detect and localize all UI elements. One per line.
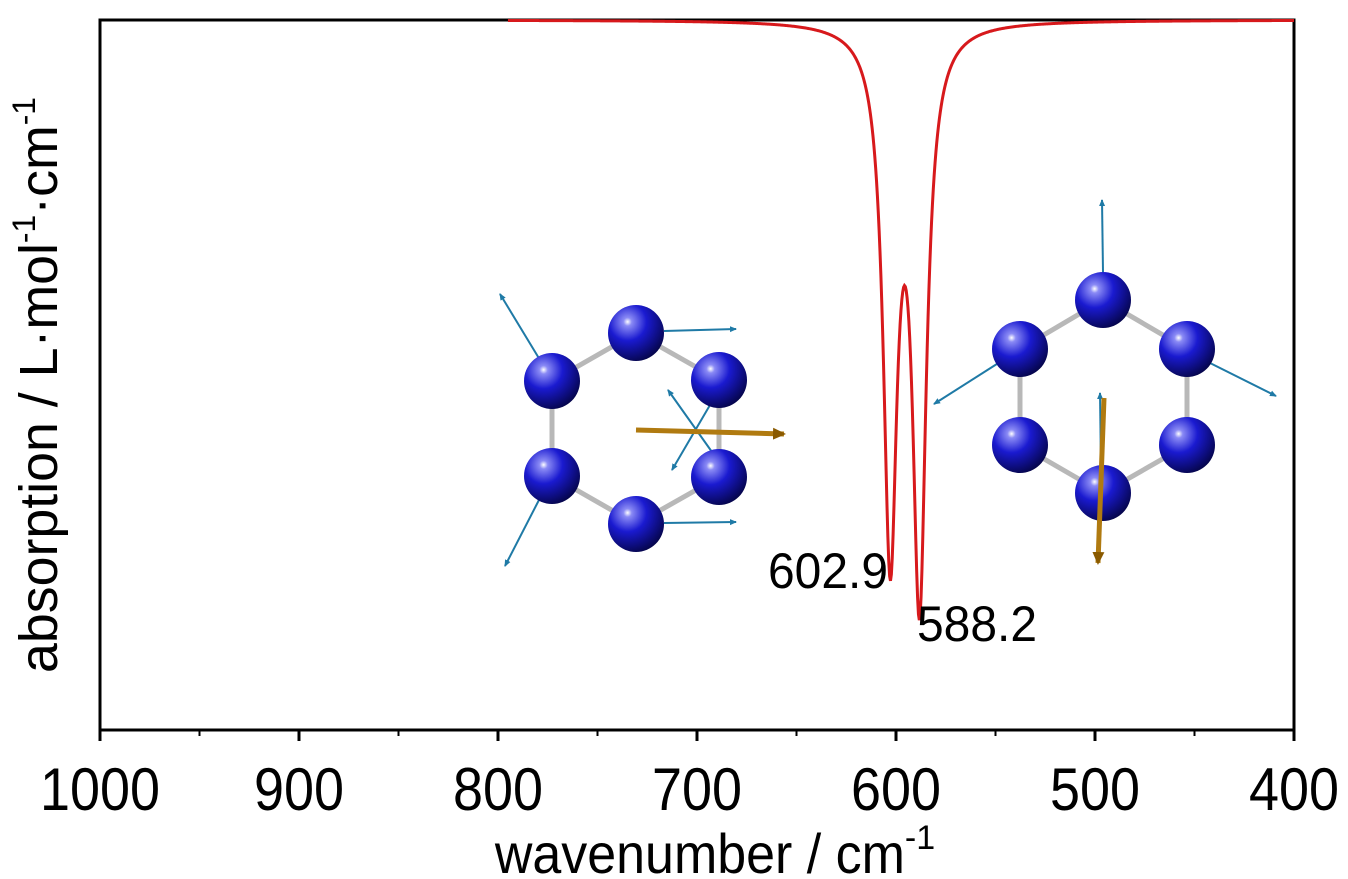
x-tick-label: 700	[652, 756, 742, 823]
spectrum-line	[507, 18, 1294, 621]
x-axis-tick-labels: 1000 900 800 700 600 500 400	[40, 756, 1339, 823]
atoms	[524, 305, 747, 552]
x-tick-label: 1000	[40, 756, 160, 823]
x-axis-ticks	[98, 730, 1296, 741]
y-axis-label: absorption / L·mol-1·cm-1	[6, 97, 69, 673]
x-tick-label: 800	[453, 756, 543, 823]
inset-vibrational-mode-588	[933, 199, 1277, 565]
dipole-arrow	[635, 427, 786, 440]
peak-label-602: 602.9	[768, 543, 888, 599]
x-tick-label: 400	[1249, 756, 1339, 823]
peak-label-588: 588.2	[917, 596, 1037, 652]
dipole-arrow	[1092, 397, 1107, 565]
x-axis-label: wavenumber / cm-1	[494, 819, 935, 879]
atoms	[992, 272, 1215, 521]
ring-bonds	[549, 330, 722, 527]
x-tick-label: 900	[254, 756, 344, 823]
x-tick-label: 600	[851, 756, 941, 823]
inset-vibrational-mode-602	[499, 293, 786, 567]
x-tick-label: 500	[1050, 756, 1140, 823]
displacement-vectors	[499, 293, 737, 567]
